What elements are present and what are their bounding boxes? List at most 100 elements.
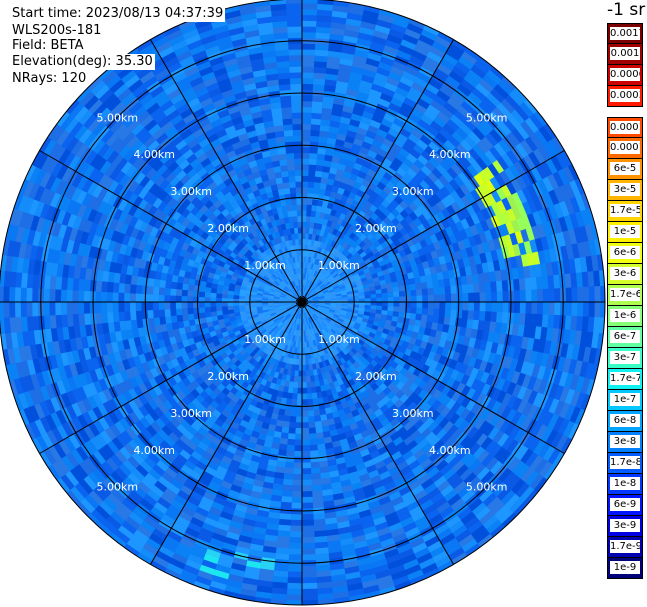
ppi-cell [284,455,295,464]
ppi-cell [301,502,314,510]
ppi-cell [519,301,527,315]
ppi-cell [310,123,321,131]
ppi-cell [294,433,303,441]
ppi-cell [297,370,303,378]
ppi-cell [416,301,423,309]
ppi-cell [306,387,312,395]
ppi-cell [198,296,205,303]
ppi-cell [301,100,313,108]
ppi-cell [152,286,160,295]
ppi-cell [536,301,544,315]
ppi-cell [301,48,316,56]
ppi-cell [301,508,314,515]
ppi-cell [301,491,313,498]
ppi-cell [301,77,315,85]
ppi-cell [100,291,108,303]
ppi-cell [289,531,303,538]
ppi-cell [289,415,297,423]
ppi-cell [123,301,131,312]
ppi-cell [548,288,556,303]
ppi-cell [198,290,206,298]
ppi-cell [169,308,177,317]
ppi-cell [289,519,303,527]
ppi-cell [232,301,240,306]
ppi-cell [54,288,62,303]
ppi-cell [455,309,464,320]
ppi-cell [310,467,321,475]
ppi-cell [305,375,311,383]
ppi-cell [565,301,573,317]
ppi-cell [450,285,458,295]
ppi-cell [387,296,395,303]
ppi-cell [311,478,322,486]
ppi-cell [163,287,171,296]
ppi-cell [129,283,137,294]
ppi-cell [43,288,50,303]
ppi-cell [370,293,377,299]
ppi-cell [307,186,315,194]
ppi-cell [415,289,423,297]
ppi-cell [600,301,605,319]
ppi-cell [204,296,211,303]
ppi-cell [301,117,312,125]
ppi-cell [462,292,469,303]
ppi-cell [2,286,10,303]
ppi-cell [301,416,309,423]
ppi-cell [269,598,287,605]
ppi-cell [169,301,177,310]
ppi-cell [409,283,417,291]
ppi-cell [301,123,312,131]
ppi-cell [301,439,310,446]
ppi-cell [582,286,590,303]
ppi-cell [427,294,435,303]
ppi-cell [387,292,395,298]
ppi-cell [399,296,406,303]
ppi-cell [204,306,211,313]
ppi-cell [416,295,423,303]
ppi-cell [140,301,148,311]
ppi-cell [209,301,217,308]
ppi-cell [289,410,297,418]
ppi-cell [439,301,446,310]
ppi-cell [286,594,303,602]
ppi-cell [221,301,228,307]
ppi-cell [209,296,217,303]
ppi-cell [444,309,452,318]
ppi-cell [286,438,296,446]
ppi-cell [381,292,389,299]
ppi-cell [427,301,435,310]
ppi-cell [295,416,303,423]
ppi-cell [301,588,318,596]
ppi-cell [301,83,314,90]
ppi-cell [292,479,303,487]
ppi-cell [473,292,481,303]
ppi-cell [410,301,418,309]
ppi-cell [292,473,303,481]
ppi-cell [554,288,561,303]
ppi-cell [301,582,318,590]
ppi-cell [301,496,313,504]
ppi-cell [301,548,316,556]
ppi-cell [204,291,211,298]
ppi-cell [311,484,323,492]
ppi-cell [461,284,469,294]
ppi-cell [158,308,166,318]
ppi-cell [186,295,194,303]
ppi-cell [393,306,400,313]
ppi-cell [310,129,321,137]
ppi-cell [0,301,4,319]
ppi-cell [317,0,335,6]
ppi-cell [301,370,307,378]
ppi-cell [304,364,310,372]
ppi-cell [311,398,319,406]
ppi-cell [301,14,318,22]
ppi-cell [221,305,229,311]
ppi-cell [8,301,16,318]
ppi-cell [227,305,234,311]
ppi-cell [215,305,223,312]
ppi-cell [291,491,303,498]
ppi-cell [308,163,317,171]
ppi-cell [146,309,154,319]
ppi-cell [123,283,131,294]
ppi-cell [571,301,579,317]
